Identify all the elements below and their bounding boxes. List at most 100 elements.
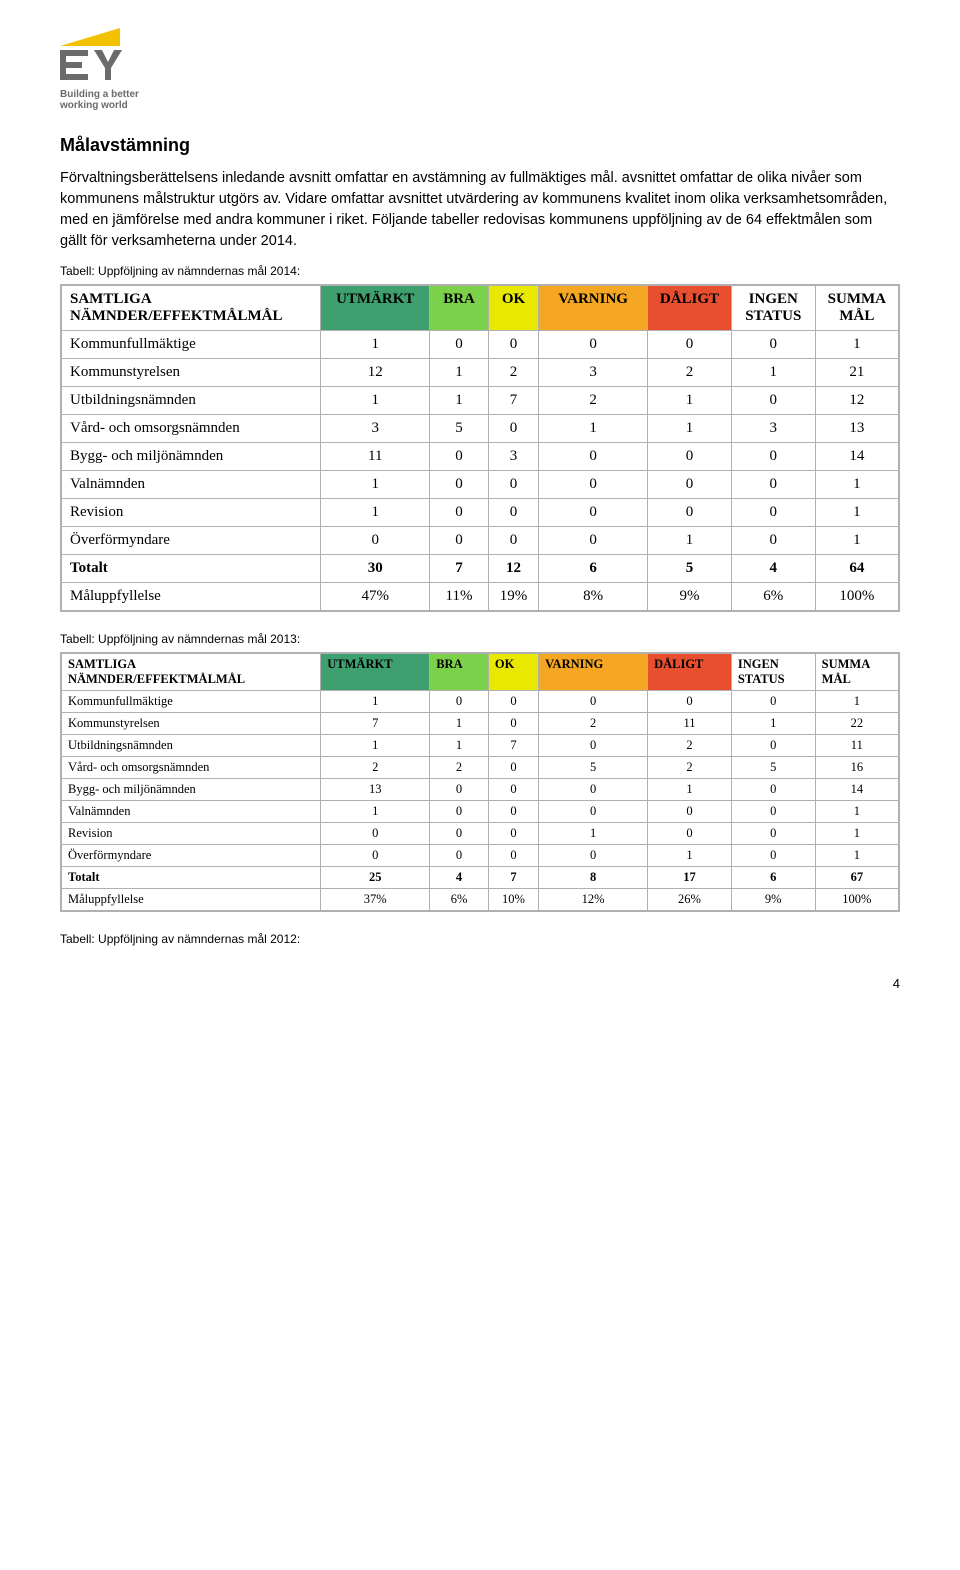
cell-value: 2 [488,359,538,387]
cell-value: 16 [815,757,899,779]
row-name: Totalt [61,867,321,889]
cell-value: 12 [488,555,538,583]
table-row: Kommunstyrelsen121232121 [61,359,899,387]
row-name: Totalt [61,555,321,583]
cell-value: 0 [539,499,648,527]
row-name: Utbildningsnämnden [61,735,321,757]
cell-value: 47% [321,583,430,612]
col-header-ingen: INGEN STATUS [731,285,815,331]
row-name: Överförmyndare [61,845,321,867]
cell-value: 0 [648,499,732,527]
cell-value: 21 [815,359,899,387]
table-row: Utbildningsnämnden11721012 [61,387,899,415]
cell-value: 7 [488,867,538,889]
cell-value: 2 [321,757,430,779]
cell-value: 0 [648,443,732,471]
cell-value: 2 [539,713,648,735]
cell-value: 0 [731,527,815,555]
cell-value: 1 [731,359,815,387]
table-row: Bygg- och miljönämnden110300014 [61,443,899,471]
cell-value: 4 [430,867,489,889]
cell-value: 0 [648,471,732,499]
cell-value: 0 [321,527,430,555]
cell-value: 0 [539,471,648,499]
cell-value: 10% [488,889,538,912]
section-heading: Målavstämning [60,135,900,156]
table-caption-2012: Tabell: Uppföljning av nämndernas mål 20… [60,932,900,946]
cell-value: 100% [815,889,899,912]
table-caption-2013: Tabell: Uppföljning av nämndernas mål 20… [60,632,900,646]
row-name: Kommunfullmäktige [61,691,321,713]
cell-value: 100% [815,583,899,612]
cell-value: 1 [321,331,430,359]
cell-value: 67 [815,867,899,889]
cell-value: 1 [539,415,648,443]
cell-value: 0 [488,757,538,779]
cell-value: 1 [815,499,899,527]
cell-value: 17 [648,867,732,889]
cell-value: 0 [321,823,430,845]
cell-value: 1 [321,499,430,527]
cell-value: 0 [430,823,489,845]
cell-value: 0 [731,387,815,415]
row-name: Revision [61,823,321,845]
table-row: Kommunstyrelsen710211122 [61,713,899,735]
col-header-utmarkt: UTMÄRKT [321,285,430,331]
table-row: Utbildningsnämnden11702011 [61,735,899,757]
table-row: Måluppfyllelse47%11%19%8%9%6%100% [61,583,899,612]
cell-value: 0 [539,691,648,713]
row-name: Kommunfullmäktige [61,331,321,359]
cell-value: 7 [488,735,538,757]
table-row: Kommunfullmäktige1000001 [61,331,899,359]
cell-value: 0 [731,499,815,527]
cell-value: 7 [430,555,489,583]
table-2013: SAMTLIGA NÄMNDER/EFFEKTMÅLMÅLUTMÄRKTBRAO… [60,652,900,912]
cell-value: 1 [815,823,899,845]
cell-value: 0 [648,331,732,359]
cell-value: 6% [430,889,489,912]
row-name: Revision [61,499,321,527]
col-header-bra: BRA [430,285,489,331]
cell-value: 1 [815,331,899,359]
table-caption-2014: Tabell: Uppföljning av nämndernas mål 20… [60,264,900,278]
col-header-ok: OK [488,653,538,691]
cell-value: 0 [539,845,648,867]
table-row: Överförmyndare0000101 [61,527,899,555]
cell-value: 9% [731,889,815,912]
page-number: 4 [60,976,900,991]
cell-value: 11 [815,735,899,757]
cell-value: 30 [321,555,430,583]
row-name: Utbildningsnämnden [61,387,321,415]
cell-value: 1 [430,713,489,735]
table-row: Totalt3071265464 [61,555,899,583]
cell-value: 0 [731,691,815,713]
col-header-daligt: DÅLIGT [648,285,732,331]
col-header-summa: SUMMA MÅL [815,285,899,331]
cell-value: 0 [488,499,538,527]
table-row: Revision1000001 [61,499,899,527]
row-name: Måluppfyllelse [61,889,321,912]
cell-value: 1 [321,471,430,499]
cell-value: 0 [488,527,538,555]
row-name: Måluppfyllelse [61,583,321,612]
table-row: Valnämnden1000001 [61,801,899,823]
cell-value: 0 [488,713,538,735]
cell-value: 0 [731,823,815,845]
cell-value: 0 [731,443,815,471]
cell-value: 3 [731,415,815,443]
table-row: Vård- och omsorgsnämnden22052516 [61,757,899,779]
col-header-varning: VARNING [539,285,648,331]
cell-value: 13 [815,415,899,443]
row-name: Bygg- och miljönämnden [61,443,321,471]
cell-value: 0 [539,801,648,823]
cell-value: 25 [321,867,430,889]
table-row: Vård- och omsorgsnämnden35011313 [61,415,899,443]
cell-value: 0 [539,779,648,801]
cell-value: 0 [430,845,489,867]
logo-tagline-2: working world [60,100,128,111]
cell-value: 2 [539,387,648,415]
cell-value: 0 [488,331,538,359]
cell-value: 0 [430,779,489,801]
cell-value: 5 [539,757,648,779]
cell-value: 0 [648,801,732,823]
